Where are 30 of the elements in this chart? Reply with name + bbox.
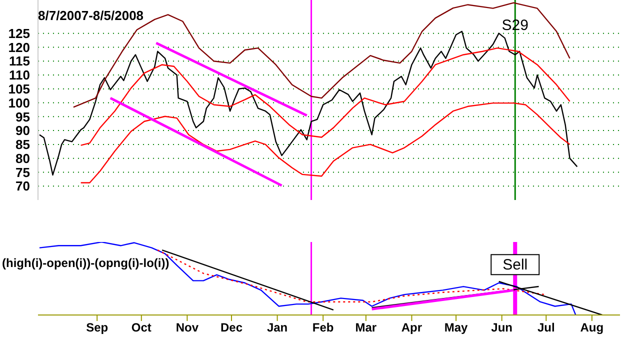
x-tick-label: Nov: [176, 320, 199, 335]
x-tick-label: Jan: [266, 320, 288, 335]
y-tick-label: 80: [16, 150, 30, 166]
x-tick-label: Sep: [86, 320, 108, 335]
line-series: [80, 47, 570, 146]
y-tick-label: 85: [16, 137, 30, 152]
y-tick-label: 125: [8, 26, 30, 41]
line-series: [80, 102, 570, 184]
y-tick-label: 105: [8, 82, 30, 97]
y-tick-label: 70: [16, 178, 30, 194]
y-tick-label: 100: [8, 95, 30, 110]
x-tick-label: Aug: [580, 320, 604, 335]
text: 8/7/2007-8/5/2008: [38, 8, 144, 23]
x-tick-label: Feb: [312, 320, 334, 335]
y-tick-label: 75: [16, 164, 30, 180]
x-tick-label: Apr: [401, 320, 422, 335]
x-tick-label: Jun: [491, 320, 512, 335]
y-tick-label: 120: [8, 40, 30, 55]
y-tick-label: 95: [16, 109, 30, 124]
x-tick-label: Dec: [220, 320, 243, 335]
y-tick-label: 110: [9, 68, 30, 83]
text: (high(i)-open(i))-(opng(i)-lo(i)): [2, 256, 170, 270]
x-tick-label: Oct: [131, 320, 152, 335]
line-series: [38, 30, 578, 176]
x-tick-label: May: [444, 320, 468, 335]
x-tick-label: Mar: [355, 320, 377, 335]
x-tick-label: Jul: [537, 320, 555, 335]
y-tick-label: 90: [16, 123, 30, 138]
y-tick-label: 115: [9, 54, 30, 69]
annotation: Sell: [502, 256, 528, 274]
